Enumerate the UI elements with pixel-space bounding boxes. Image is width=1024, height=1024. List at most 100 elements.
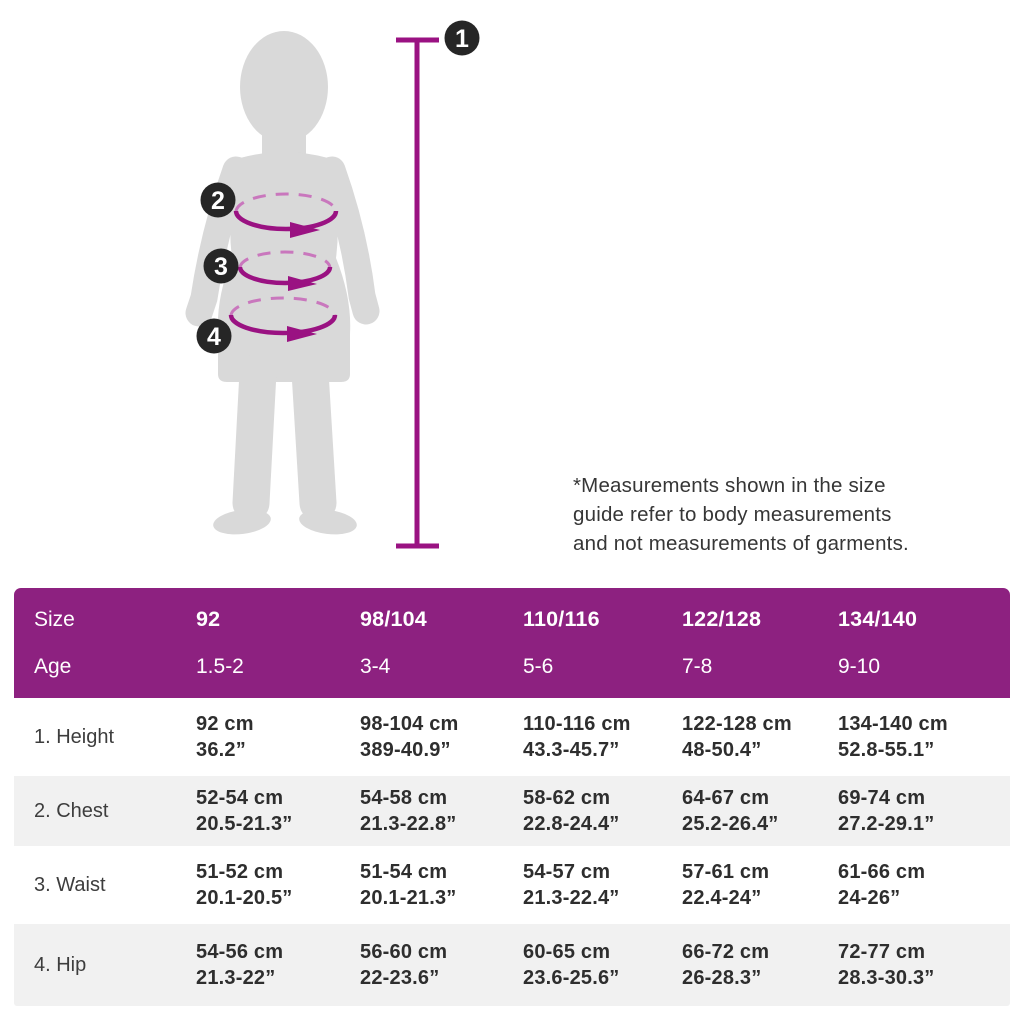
hip-cell-2: 56-60 cm 22-23.6” [340,939,503,992]
hip-cell-4: 66-72 cm 26-28.3” [662,939,818,992]
table-row-hip: 4. Hip 54-56 cm 21.3-22” 56-60 cm 22-23.… [14,924,1010,1006]
hip-measurement-ring [228,296,338,342]
height-cell-1-in: 36.2” [196,739,246,761]
waist-cell-4-in: 22.4-24” [682,887,762,909]
table-row-height: 1. Height 92 cm 36.2” 98-104 cm 389-40.9… [14,702,1010,772]
hip-row-label: 4. Hip [34,953,87,976]
hip-cell-5-in: 28.3-30.3” [838,967,935,989]
size-col-5: 134/140 [838,607,918,631]
size-col-2: 98/104 [360,607,427,631]
hip-cell-2-in: 22-23.6” [360,967,440,989]
marker-1-number: 1 [455,25,469,53]
hip-cell-5: 72-77 cm 28.3-30.3” [818,939,1010,992]
waist-cell-2-cm: 51-54 cm [360,860,448,883]
height-cell-2-cm: 98-104 cm [360,712,459,735]
height-cell-4: 122-128 cm 48-50.4” [662,711,818,764]
chest-arrow-icon [290,222,320,238]
age-col-4: 7-8 [682,654,713,678]
chest-cell-4-in: 25.2-26.4” [682,813,779,835]
chest-cell-2-cm: 54-58 cm [360,786,448,809]
age-col-2: 3-4 [360,654,391,678]
age-header-row: Age 1.5-2 3-4 5-6 7-8 9-10 [14,643,1010,690]
age-col-5: 9-10 [838,654,881,678]
waist-cell-5-cm: 61-66 cm [838,860,926,883]
marker-badge-2: 2 [200,182,236,218]
waist-cell-1-cm: 51-52 cm [196,860,284,883]
size-header-label: Size [34,607,75,631]
chest-cell-4-cm: 64-67 cm [682,786,770,809]
chest-cell-1: 52-54 cm 20.5-21.3” [176,785,340,838]
child-silhouette [185,31,380,535]
height-cell-3-in: 43.3-45.7” [523,739,620,761]
age-col-3: 5-6 [523,654,554,678]
chest-cell-5: 69-74 cm 27.2-29.1” [818,785,1010,838]
hip-cell-2-cm: 56-60 cm [360,940,448,963]
hip-cell-1-cm: 54-56 cm [196,940,284,963]
marker-badge-1: 1 [444,20,480,56]
waist-arrow-icon [288,276,317,291]
marker-4-number: 4 [207,323,221,351]
age-header-label: Age [34,654,72,678]
hip-cell-5-cm: 72-77 cm [838,940,926,963]
hip-cell-4-cm: 66-72 cm [682,940,770,963]
height-cell-5-cm: 134-140 cm [838,712,948,735]
height-measurement-line [396,37,439,549]
size-table: Size 92 98/104 110/116 122/128 134/140 A… [14,588,1010,1006]
waist-cell-3-cm: 54-57 cm [523,860,611,883]
waist-cell-5: 61-66 cm 24-26” [818,859,1010,912]
chest-cell-2: 54-58 cm 21.3-22.8” [340,785,503,838]
measurement-note-line-3: and not measurements of garments. [573,532,909,555]
chest-cell-4: 64-67 cm 25.2-26.4” [662,785,818,838]
height-row-label: 1. Height [34,725,115,748]
waist-row-label: 3. Waist [34,873,106,896]
marker-badge-3: 3 [203,248,239,284]
waist-cell-3: 54-57 cm 21.3-22.4” [503,859,662,912]
height-cell-1: 92 cm 36.2” [176,711,340,764]
chest-cell-1-in: 20.5-21.3” [196,813,293,835]
height-cell-1-cm: 92 cm [196,712,254,735]
chest-cell-3-in: 22.8-24.4” [523,813,620,835]
age-col-1: 1.5-2 [196,654,244,678]
height-cell-4-cm: 122-128 cm [682,712,792,735]
size-header-row: Size 92 98/104 110/116 122/128 134/140 [14,596,1010,643]
waist-cell-1-in: 20.1-20.5” [196,887,293,909]
table-row-waist: 3. Waist 51-52 cm 20.1-20.5” 51-54 cm 20… [14,850,1010,920]
waist-measurement-ring [237,250,333,291]
waist-cell-4: 57-61 cm 22.4-24” [662,859,818,912]
height-cell-2-in: 389-40.9” [360,739,451,761]
table-row-chest: 2. Chest 52-54 cm 20.5-21.3” 54-58 cm 21… [14,776,1010,846]
size-col-3: 110/116 [523,607,600,631]
chest-cell-5-in: 27.2-29.1” [838,813,935,835]
hip-cell-4-in: 26-28.3” [682,967,762,989]
marker-badge-4: 4 [196,318,232,354]
height-cell-5-in: 52.8-55.1” [838,739,935,761]
waist-cell-2-in: 20.1-21.3” [360,887,457,909]
hip-cell-3-cm: 60-65 cm [523,940,611,963]
chest-cell-3: 58-62 cm 22.8-24.4” [503,785,662,838]
chest-cell-1-cm: 52-54 cm [196,786,284,809]
child-measurement-illustration: 1 2 3 4 [185,20,480,549]
height-cell-3: 110-116 cm 43.3-45.7” [503,711,662,764]
measurement-note-line-1: *Measurements shown in the size [573,474,886,497]
waist-cell-3-in: 21.3-22.4” [523,887,620,909]
height-cell-4-in: 48-50.4” [682,739,762,761]
size-col-1: 92 [196,607,221,631]
measurement-note-line-2: guide refer to body measurements [573,503,892,526]
chest-row-label: 2. Chest [34,799,109,822]
hip-cell-3-in: 23.6-25.6” [523,967,620,989]
waist-cell-4-cm: 57-61 cm [682,860,770,883]
chest-measurement-ring [233,192,339,238]
size-table-header: Size 92 98/104 110/116 122/128 134/140 A… [14,588,1010,698]
height-cell-2: 98-104 cm 389-40.9” [340,711,503,764]
size-col-4: 122/128 [682,607,762,631]
waist-cell-2: 51-54 cm 20.1-21.3” [340,859,503,912]
waist-cell-5-in: 24-26” [838,887,901,909]
hip-cell-1-in: 21.3-22” [196,967,276,989]
marker-2-number: 2 [211,187,225,215]
chest-cell-2-in: 21.3-22.8” [360,813,457,835]
height-cell-5: 134-140 cm 52.8-55.1” [818,711,1010,764]
measurement-note: *Measurements shown in the size guide re… [573,471,963,558]
chest-cell-5-cm: 69-74 cm [838,786,926,809]
chest-cell-3-cm: 58-62 cm [523,786,611,809]
